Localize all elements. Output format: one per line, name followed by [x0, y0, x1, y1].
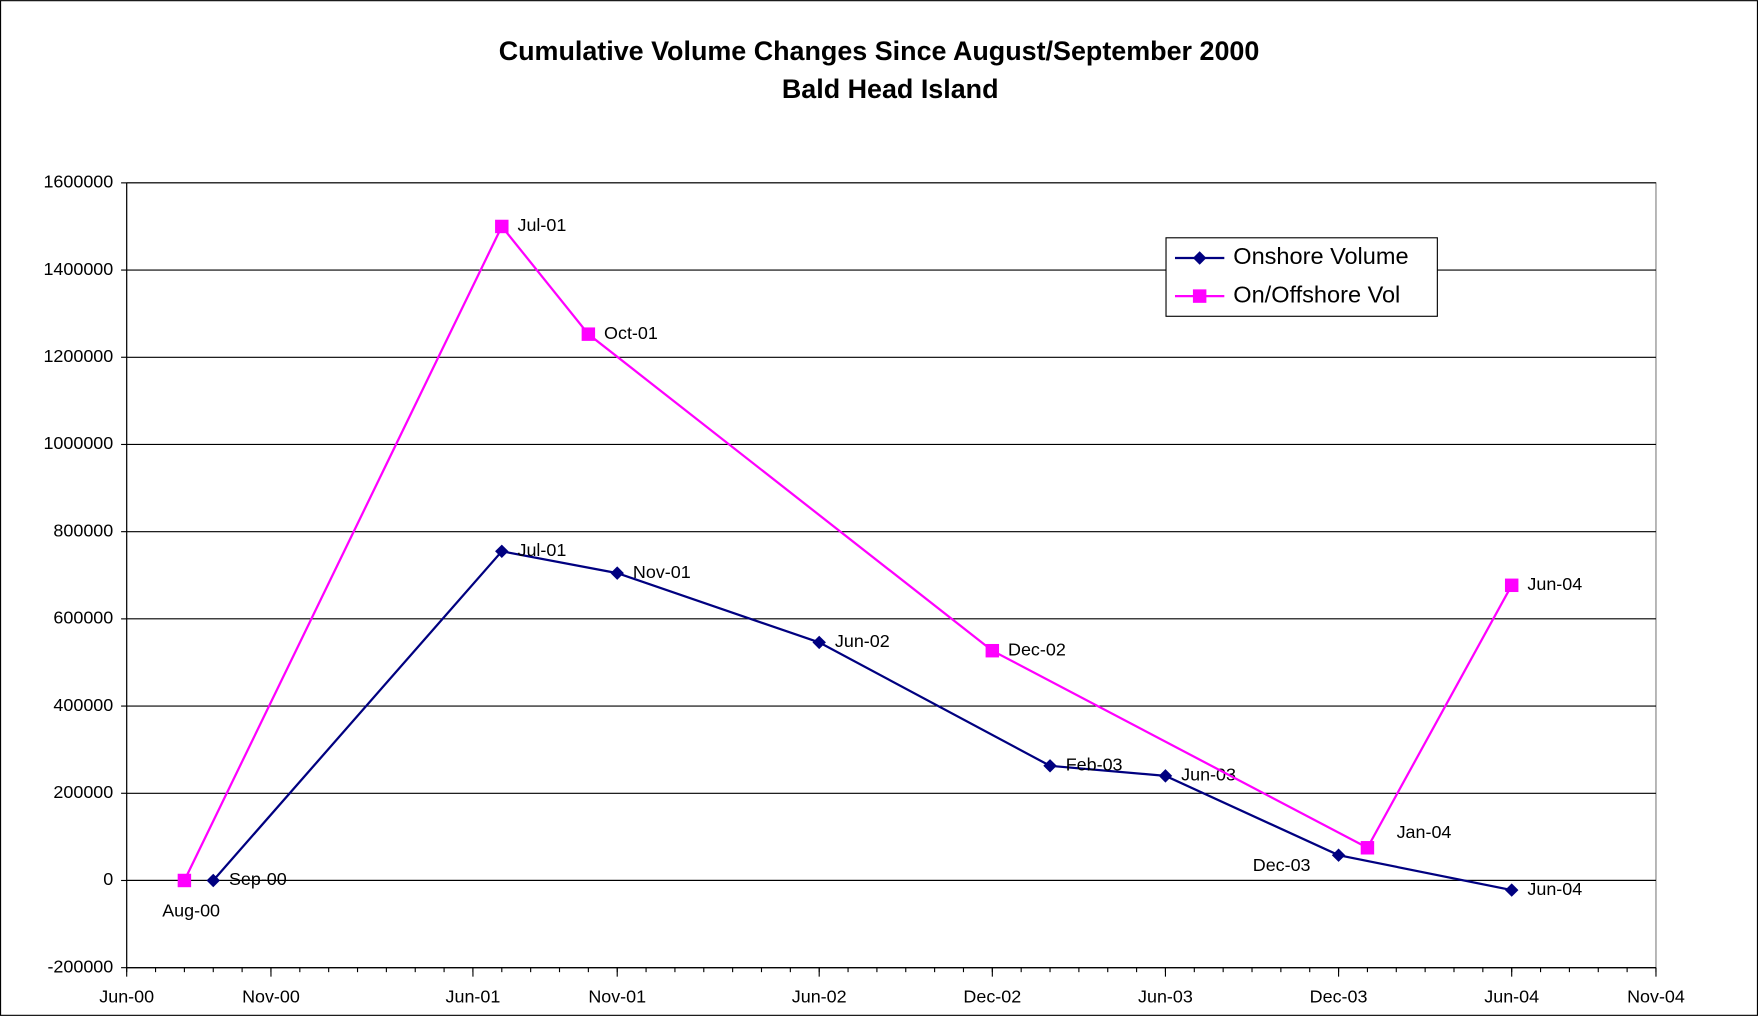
- marker: [1360, 841, 1375, 855]
- marker: [1504, 578, 1519, 593]
- marker: [610, 566, 624, 580]
- x-tick-label: Nov-01: [588, 987, 646, 1007]
- chart-subtitle: Bald Head Island: [782, 74, 999, 104]
- marker: [1192, 289, 1207, 303]
- y-tick-label: 400000: [53, 695, 113, 715]
- data-label: Jul-01: [517, 215, 566, 235]
- marker: [495, 219, 509, 234]
- y-tick-label: 800000: [53, 520, 113, 540]
- x-tick-label: Jun-02: [792, 987, 847, 1007]
- y-tick-label: -200000: [47, 956, 113, 976]
- marker: [1158, 769, 1173, 783]
- data-label: Feb-03: [1066, 755, 1123, 775]
- data-label: Jul-01: [517, 540, 566, 560]
- marker: [985, 643, 1000, 658]
- marker: [581, 327, 596, 341]
- x-tick-label: Nov-00: [242, 987, 300, 1007]
- marker: [812, 635, 826, 650]
- marker: [1043, 759, 1057, 773]
- data-label: Jun-02: [835, 631, 890, 651]
- series-line: [183, 224, 1513, 881]
- data-label: Oct-01: [604, 323, 658, 343]
- legend-label: Onshore Volume: [1233, 243, 1408, 269]
- data-label: Nov-01: [633, 562, 691, 582]
- y-tick-label: 600000: [53, 608, 113, 628]
- data-label: Dec-03: [1253, 855, 1311, 875]
- marker: [495, 544, 509, 559]
- x-tick-label: Nov-04: [1627, 987, 1685, 1007]
- data-label: Jun-04: [1527, 574, 1582, 594]
- data-label: Jan-04: [1397, 822, 1452, 842]
- x-tick-label: Jun-03: [1138, 987, 1193, 1007]
- y-tick-label: 1600000: [43, 172, 113, 192]
- x-tick-label: Jun-00: [99, 987, 154, 1007]
- x-tick-label: Jun-04: [1484, 987, 1539, 1007]
- marker: [1504, 883, 1519, 897]
- data-label: Aug-00: [162, 901, 220, 921]
- series-line: [212, 550, 1512, 892]
- y-tick-label: 1000000: [43, 433, 113, 453]
- y-tick-label: 200000: [53, 782, 113, 802]
- y-tick-label: 1400000: [43, 259, 113, 279]
- data-label: Jun-03: [1181, 765, 1236, 785]
- chart-title: Cumulative Volume Changes Since August/S…: [499, 36, 1260, 66]
- y-tick-label: 0: [103, 869, 113, 889]
- data-label: Jun-04: [1527, 879, 1582, 899]
- legend-box: [1165, 237, 1438, 317]
- data-label: Sep-00: [229, 869, 287, 889]
- legend-label: On/Offshore Vol: [1233, 281, 1400, 307]
- x-tick-label: Jun-01: [446, 987, 501, 1007]
- x-tick-label: Dec-03: [1310, 987, 1368, 1007]
- y-tick-label: 1200000: [43, 346, 113, 366]
- marker: [177, 873, 192, 888]
- marker: [1192, 251, 1207, 265]
- marker: [206, 873, 220, 888]
- x-tick-label: Dec-02: [963, 987, 1021, 1007]
- marker: [1331, 848, 1346, 862]
- data-label: Dec-02: [1008, 639, 1066, 659]
